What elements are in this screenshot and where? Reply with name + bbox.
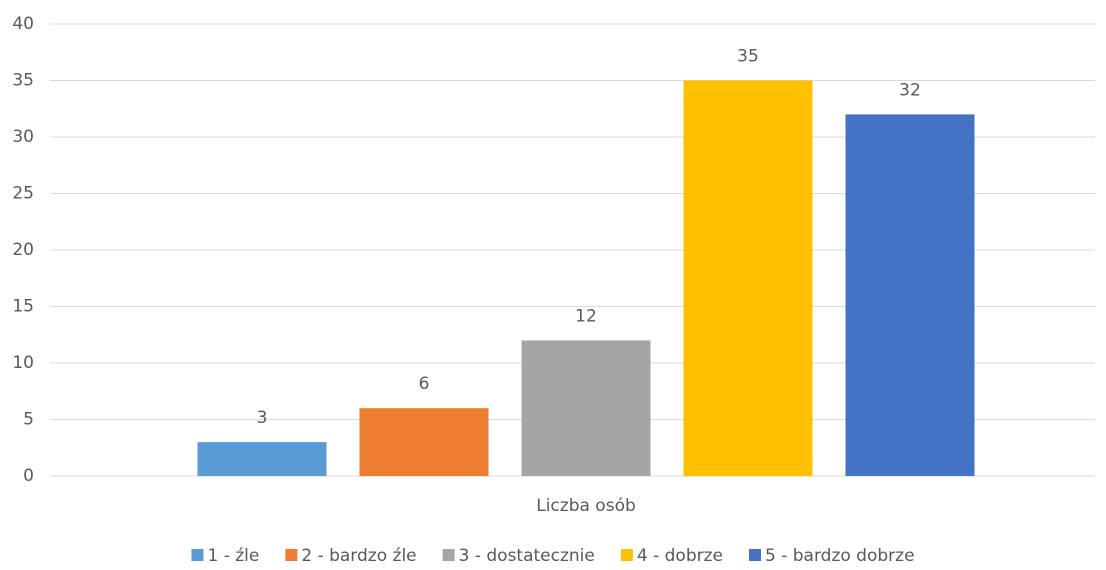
y-tick-label: 5: [23, 410, 34, 430]
legend-swatch: [749, 549, 761, 561]
data-label: 3: [257, 408, 268, 428]
x-tick-label: Liczba osób: [536, 496, 636, 516]
legend-label: 5 - bardzo dobrze: [765, 546, 915, 566]
legend-label: 1 - źle: [207, 546, 259, 566]
y-tick-label: 35: [12, 71, 34, 91]
data-label: 35: [737, 47, 759, 67]
y-tick-label: 20: [12, 240, 34, 260]
legend-label: 4 - dobrze: [637, 546, 723, 566]
data-label: 6: [419, 374, 430, 394]
y-tick-label: 40: [12, 14, 34, 34]
legend-label: 2 - bardzo źle: [301, 546, 416, 566]
legend-swatch: [442, 549, 455, 561]
legend-swatch: [285, 549, 298, 561]
bar: [521, 340, 651, 476]
y-tick-label: 30: [12, 127, 34, 147]
bar: [845, 114, 975, 477]
legend-swatch: [191, 549, 204, 561]
y-tick-label: 10: [12, 353, 34, 373]
bar: [197, 442, 327, 476]
data-label: 32: [899, 80, 921, 100]
y-tick-label: 15: [12, 297, 34, 317]
legend-label: 3 - dostatecznie: [459, 546, 595, 566]
legend-swatch: [620, 549, 633, 561]
bar: [359, 408, 489, 476]
data-label: 12: [575, 306, 597, 326]
y-tick-label: 25: [12, 184, 34, 204]
bar: [683, 80, 813, 476]
y-tick-label: 0: [23, 466, 34, 486]
